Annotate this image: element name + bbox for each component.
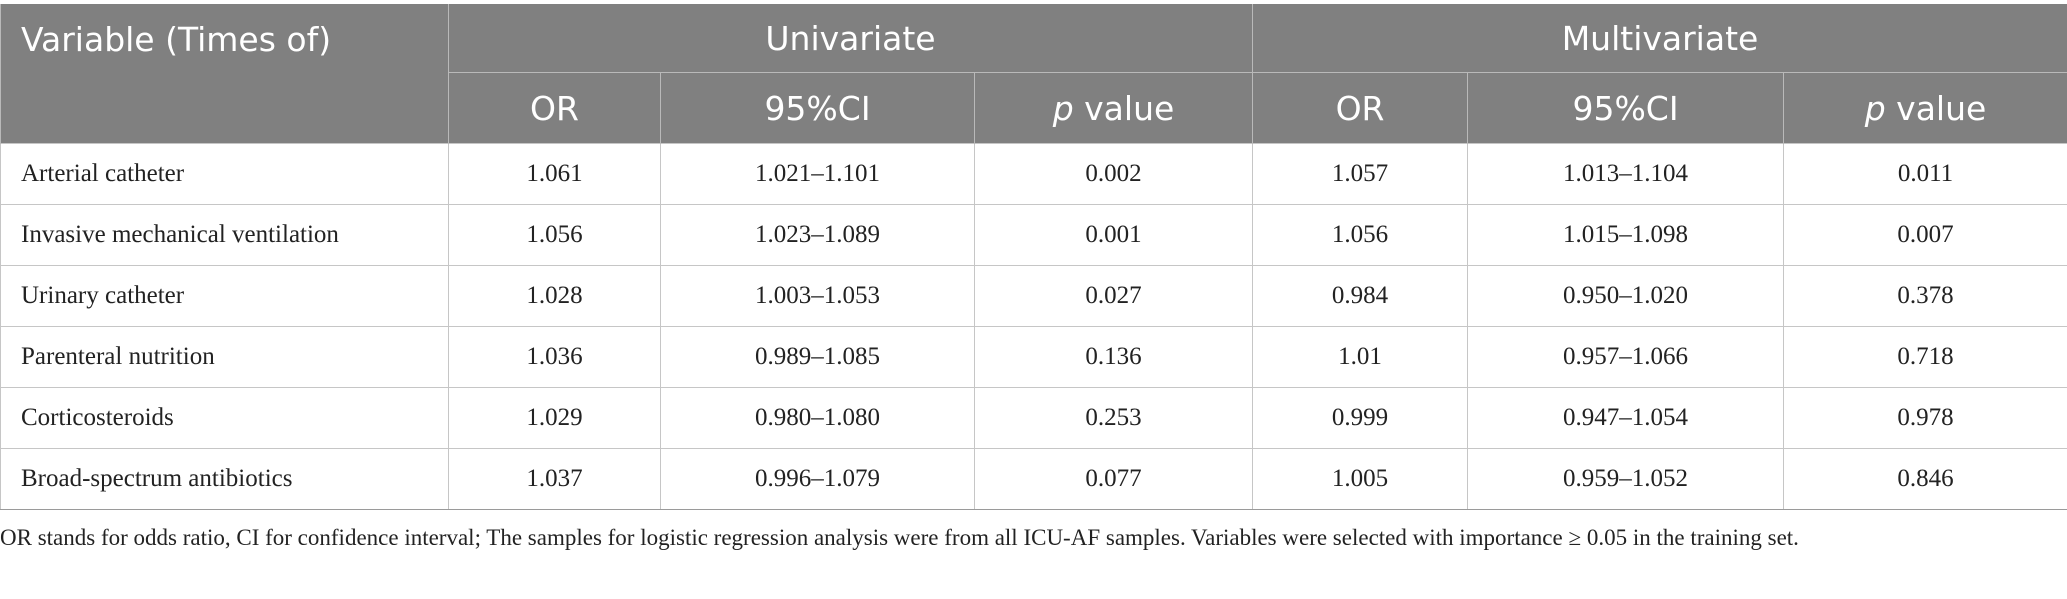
table-footnote: OR stands for odds ratio, CI for confide… <box>0 525 1799 550</box>
cell-variable: Invasive mechanical ventilation <box>0 204 449 266</box>
cell-multi-p: 0.718 <box>1783 326 2067 388</box>
cell-uni-or: 1.036 <box>448 326 661 388</box>
cell-uni-or: 1.056 <box>448 204 661 266</box>
table-row: Parenteral nutrition 1.036 0.989–1.085 0.13… <box>0 326 2067 388</box>
table-row: Urinary catheter 1.028 1.003–1.053 0.027 0.9… <box>0 265 2067 327</box>
header-row-columns: OR 95%CI p value OR 95%CI p value <box>1 72 2067 144</box>
header-multi-p: p value <box>1783 72 2067 144</box>
cell-uni-ci: 0.989–1.085 <box>660 326 975 388</box>
regression-results-table: Variable (Times of) Univariate Multivari… <box>0 4 2067 510</box>
results-table-container: Variable (Times of) Univariate Multivari… <box>0 4 2067 510</box>
header-row-groups: Variable (Times of) Univariate Multivari… <box>0 4 2067 144</box>
table-row: Broad-spectrum antibiotics 1.037 0.996–1.0… <box>0 448 2067 510</box>
cell-variable: Parenteral nutrition <box>0 326 449 388</box>
cell-uni-p: 0.253 <box>973 387 1254 449</box>
p-value-label: value <box>1073 88 1175 128</box>
cell-multi-ci: 0.947–1.054 <box>1467 387 1785 449</box>
cell-multi-or: 1.005 <box>1252 448 1469 510</box>
cell-multi-ci: 0.957–1.066 <box>1467 326 1785 388</box>
cell-uni-p: 0.027 <box>973 265 1254 327</box>
cell-multi-or: 0.984 <box>1252 265 1469 327</box>
cell-uni-ci: 1.023–1.089 <box>660 204 975 266</box>
cell-uni-ci: 0.980–1.080 <box>660 387 975 449</box>
header-uni-or: OR <box>448 72 661 144</box>
cell-variable: Arterial catheter <box>0 143 449 205</box>
table-row: Invasive mechanical ventilation 1.056 1.02… <box>0 204 2067 266</box>
cell-multi-or: 1.056 <box>1252 204 1469 266</box>
cell-uni-p: 0.001 <box>973 204 1254 266</box>
cell-multi-ci: 0.959–1.052 <box>1467 448 1785 510</box>
header-group-multivariate: Multivariate <box>1252 4 2067 73</box>
cell-uni-or: 1.029 <box>448 387 661 449</box>
cell-multi-ci: 1.015–1.098 <box>1467 204 1785 266</box>
cell-variable: Broad-spectrum antibiotics <box>0 448 449 510</box>
cell-uni-p: 0.136 <box>973 326 1254 388</box>
cell-multi-or: 1.01 <box>1252 326 1469 388</box>
cell-multi-p: 0.978 <box>1783 387 2067 449</box>
cell-uni-ci: 1.003–1.053 <box>660 265 975 327</box>
p-italic-label: p <box>1864 88 1886 128</box>
cell-uni-or: 1.028 <box>448 265 661 327</box>
cell-multi-p: 0.846 <box>1783 448 2067 510</box>
p-italic-label: p <box>1052 88 1074 128</box>
header-multi-or: OR <box>1252 72 1469 144</box>
table-header: Variable (Times of) Univariate Multivari… <box>0 4 2067 144</box>
header-multi-ci: 95%CI <box>1467 72 1785 144</box>
header-uni-p: p value <box>973 72 1254 144</box>
cell-uni-or: 1.037 <box>448 448 661 510</box>
cell-variable: Urinary catheter <box>0 265 449 327</box>
p-value-label: value <box>1885 88 1987 128</box>
table-row: Arterial catheter 1.061 1.021–1.101 0.002 1.… <box>0 143 2067 205</box>
table-row: Corticosteroids 1.029 0.980–1.080 0.253 0.99… <box>0 387 2067 449</box>
cell-uni-ci: 0.996–1.079 <box>660 448 975 510</box>
cell-uni-p: 0.077 <box>973 448 1254 510</box>
table-body: Arterial catheter 1.061 1.021–1.101 0.002 1.… <box>0 143 2067 510</box>
header-variable: Variable (Times of) <box>0 4 449 144</box>
cell-multi-or: 0.999 <box>1252 387 1469 449</box>
header-uni-ci: 95%CI <box>660 72 975 144</box>
cell-multi-ci: 0.950–1.020 <box>1467 265 1785 327</box>
cell-multi-p: 0.378 <box>1783 265 2067 327</box>
cell-uni-ci: 1.021–1.101 <box>660 143 975 205</box>
cell-multi-or: 1.057 <box>1252 143 1469 205</box>
cell-multi-p: 0.007 <box>1783 204 2067 266</box>
cell-uni-p: 0.002 <box>973 143 1254 205</box>
cell-variable: Corticosteroids <box>0 387 449 449</box>
cell-multi-ci: 1.013–1.104 <box>1467 143 1785 205</box>
header-group-univariate: Univariate <box>447 4 1254 73</box>
cell-multi-p: 0.011 <box>1783 143 2067 205</box>
cell-uni-or: 1.061 <box>448 143 661 205</box>
